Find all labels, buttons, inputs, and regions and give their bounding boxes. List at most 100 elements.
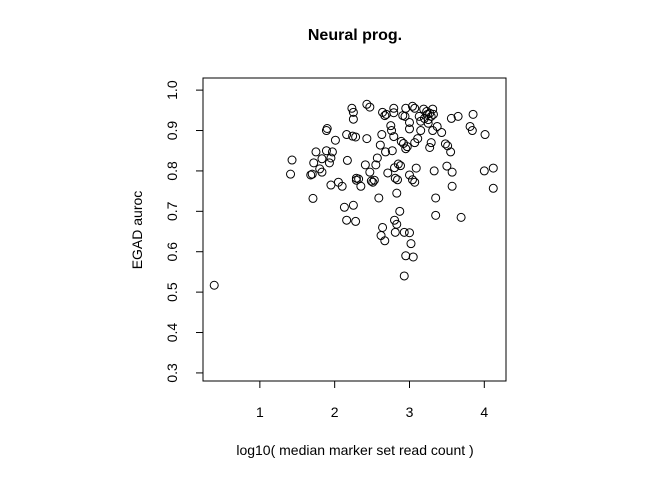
point bbox=[411, 163, 421, 173]
point bbox=[413, 134, 423, 144]
point bbox=[393, 159, 403, 169]
point bbox=[414, 111, 424, 121]
point bbox=[393, 175, 403, 185]
point bbox=[348, 200, 358, 210]
point bbox=[488, 163, 498, 173]
point bbox=[381, 147, 391, 157]
point bbox=[342, 155, 352, 165]
point bbox=[321, 146, 331, 156]
y-axis-label: EGAD auroc bbox=[129, 191, 145, 270]
plot-frame bbox=[202, 77, 507, 382]
point bbox=[337, 181, 347, 191]
point bbox=[446, 147, 456, 157]
point bbox=[437, 128, 447, 138]
point bbox=[396, 136, 406, 146]
point bbox=[369, 175, 379, 185]
point bbox=[431, 210, 441, 220]
point bbox=[468, 109, 478, 119]
point bbox=[399, 227, 409, 237]
point bbox=[360, 160, 370, 170]
point bbox=[307, 169, 317, 179]
point bbox=[399, 271, 409, 281]
point bbox=[351, 132, 361, 142]
point bbox=[443, 141, 453, 151]
y-tick-label: 0.6 bbox=[164, 242, 180, 262]
point bbox=[365, 167, 375, 177]
point bbox=[426, 138, 436, 148]
point bbox=[372, 153, 382, 163]
point bbox=[368, 177, 378, 187]
y-tick-label: 0.8 bbox=[164, 161, 180, 181]
point bbox=[389, 132, 399, 142]
point bbox=[311, 147, 321, 157]
point bbox=[467, 126, 477, 136]
y-tick-label: 0.5 bbox=[164, 282, 180, 302]
point bbox=[348, 107, 358, 117]
point bbox=[371, 160, 381, 170]
y-tick-label: 1.0 bbox=[164, 80, 180, 100]
point bbox=[356, 181, 366, 191]
x-axis-label: log10( median marker set read count ) bbox=[236, 442, 473, 458]
x-tick-label: 2 bbox=[331, 404, 339, 420]
y-tick-label: 0.4 bbox=[164, 323, 180, 343]
point bbox=[425, 142, 435, 152]
point bbox=[386, 121, 396, 131]
point bbox=[342, 215, 352, 225]
point bbox=[351, 216, 361, 226]
point bbox=[401, 103, 411, 113]
y-tick-label: 0.7 bbox=[164, 201, 180, 221]
point bbox=[347, 103, 357, 113]
point bbox=[428, 109, 438, 119]
point bbox=[380, 236, 390, 246]
point bbox=[423, 118, 433, 128]
point bbox=[390, 227, 400, 237]
point bbox=[407, 175, 417, 185]
point bbox=[308, 193, 318, 203]
point bbox=[348, 114, 358, 124]
point bbox=[351, 173, 361, 183]
point bbox=[479, 166, 489, 176]
point bbox=[404, 124, 414, 134]
point bbox=[330, 135, 340, 145]
point bbox=[401, 251, 411, 261]
point bbox=[480, 130, 490, 140]
x-tick-label: 3 bbox=[406, 404, 414, 420]
point bbox=[408, 252, 418, 262]
point bbox=[383, 168, 393, 178]
point bbox=[406, 239, 416, 249]
point bbox=[387, 146, 397, 156]
point bbox=[456, 212, 466, 222]
point bbox=[339, 202, 349, 212]
point bbox=[387, 126, 397, 136]
point bbox=[322, 124, 332, 133]
point bbox=[362, 134, 372, 144]
point bbox=[306, 170, 316, 180]
point bbox=[447, 181, 457, 191]
point bbox=[423, 115, 433, 125]
point bbox=[375, 140, 385, 150]
point bbox=[395, 206, 405, 216]
point bbox=[404, 170, 414, 180]
point bbox=[365, 102, 375, 112]
point bbox=[446, 113, 456, 123]
y-tick-label: 0.3 bbox=[164, 363, 180, 383]
x-tick-label: 1 bbox=[256, 404, 264, 420]
point bbox=[404, 117, 414, 127]
chart-title: Neural prog. bbox=[308, 27, 402, 44]
point bbox=[447, 167, 457, 177]
point bbox=[396, 161, 406, 171]
point bbox=[286, 169, 296, 179]
point bbox=[317, 154, 327, 164]
point bbox=[410, 177, 420, 187]
point bbox=[442, 161, 452, 171]
point bbox=[416, 126, 426, 136]
point bbox=[209, 280, 219, 290]
point bbox=[287, 155, 297, 165]
point bbox=[407, 101, 417, 111]
point bbox=[432, 121, 442, 131]
point bbox=[342, 130, 352, 140]
point bbox=[389, 108, 399, 118]
point bbox=[429, 166, 439, 176]
point bbox=[326, 153, 336, 163]
point bbox=[327, 147, 337, 157]
